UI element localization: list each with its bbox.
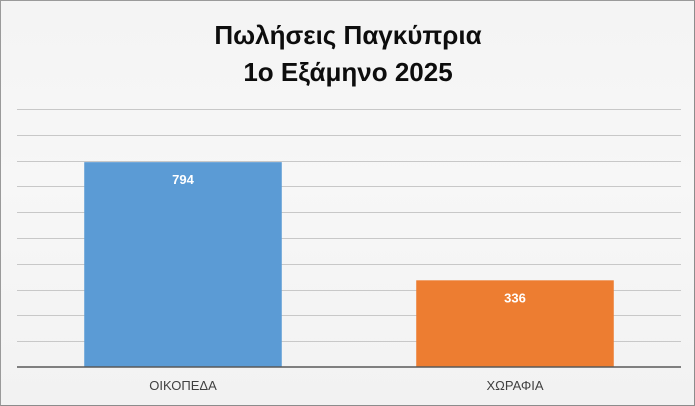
bars <box>84 162 614 367</box>
labels: 794 ΟΙΚΟΠΕΔΑ 336 ΧΩΡΑΦΙΑ <box>149 172 544 393</box>
category-label-1: ΟΙΚΟΠΕΔΑ <box>149 378 217 393</box>
data-label-2: 336 <box>504 290 526 305</box>
bar-2 <box>416 280 614 367</box>
bar-1 <box>84 162 282 367</box>
data-label-1: 794 <box>172 172 194 187</box>
category-label-2: ΧΩΡΑΦΙΑ <box>486 378 543 393</box>
chart-title-line-2: 1ο Εξάμηνο 2025 <box>243 57 452 87</box>
chart-title-line-1: Πωλήσεις Παγκύπρια <box>214 20 481 50</box>
